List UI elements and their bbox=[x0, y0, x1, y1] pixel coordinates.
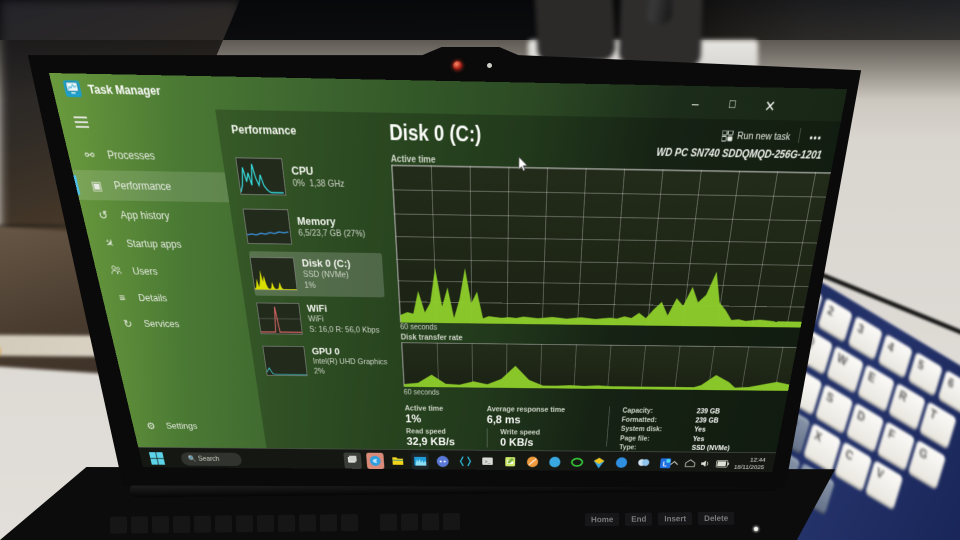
svg-text:>_: >_ bbox=[485, 460, 491, 465]
